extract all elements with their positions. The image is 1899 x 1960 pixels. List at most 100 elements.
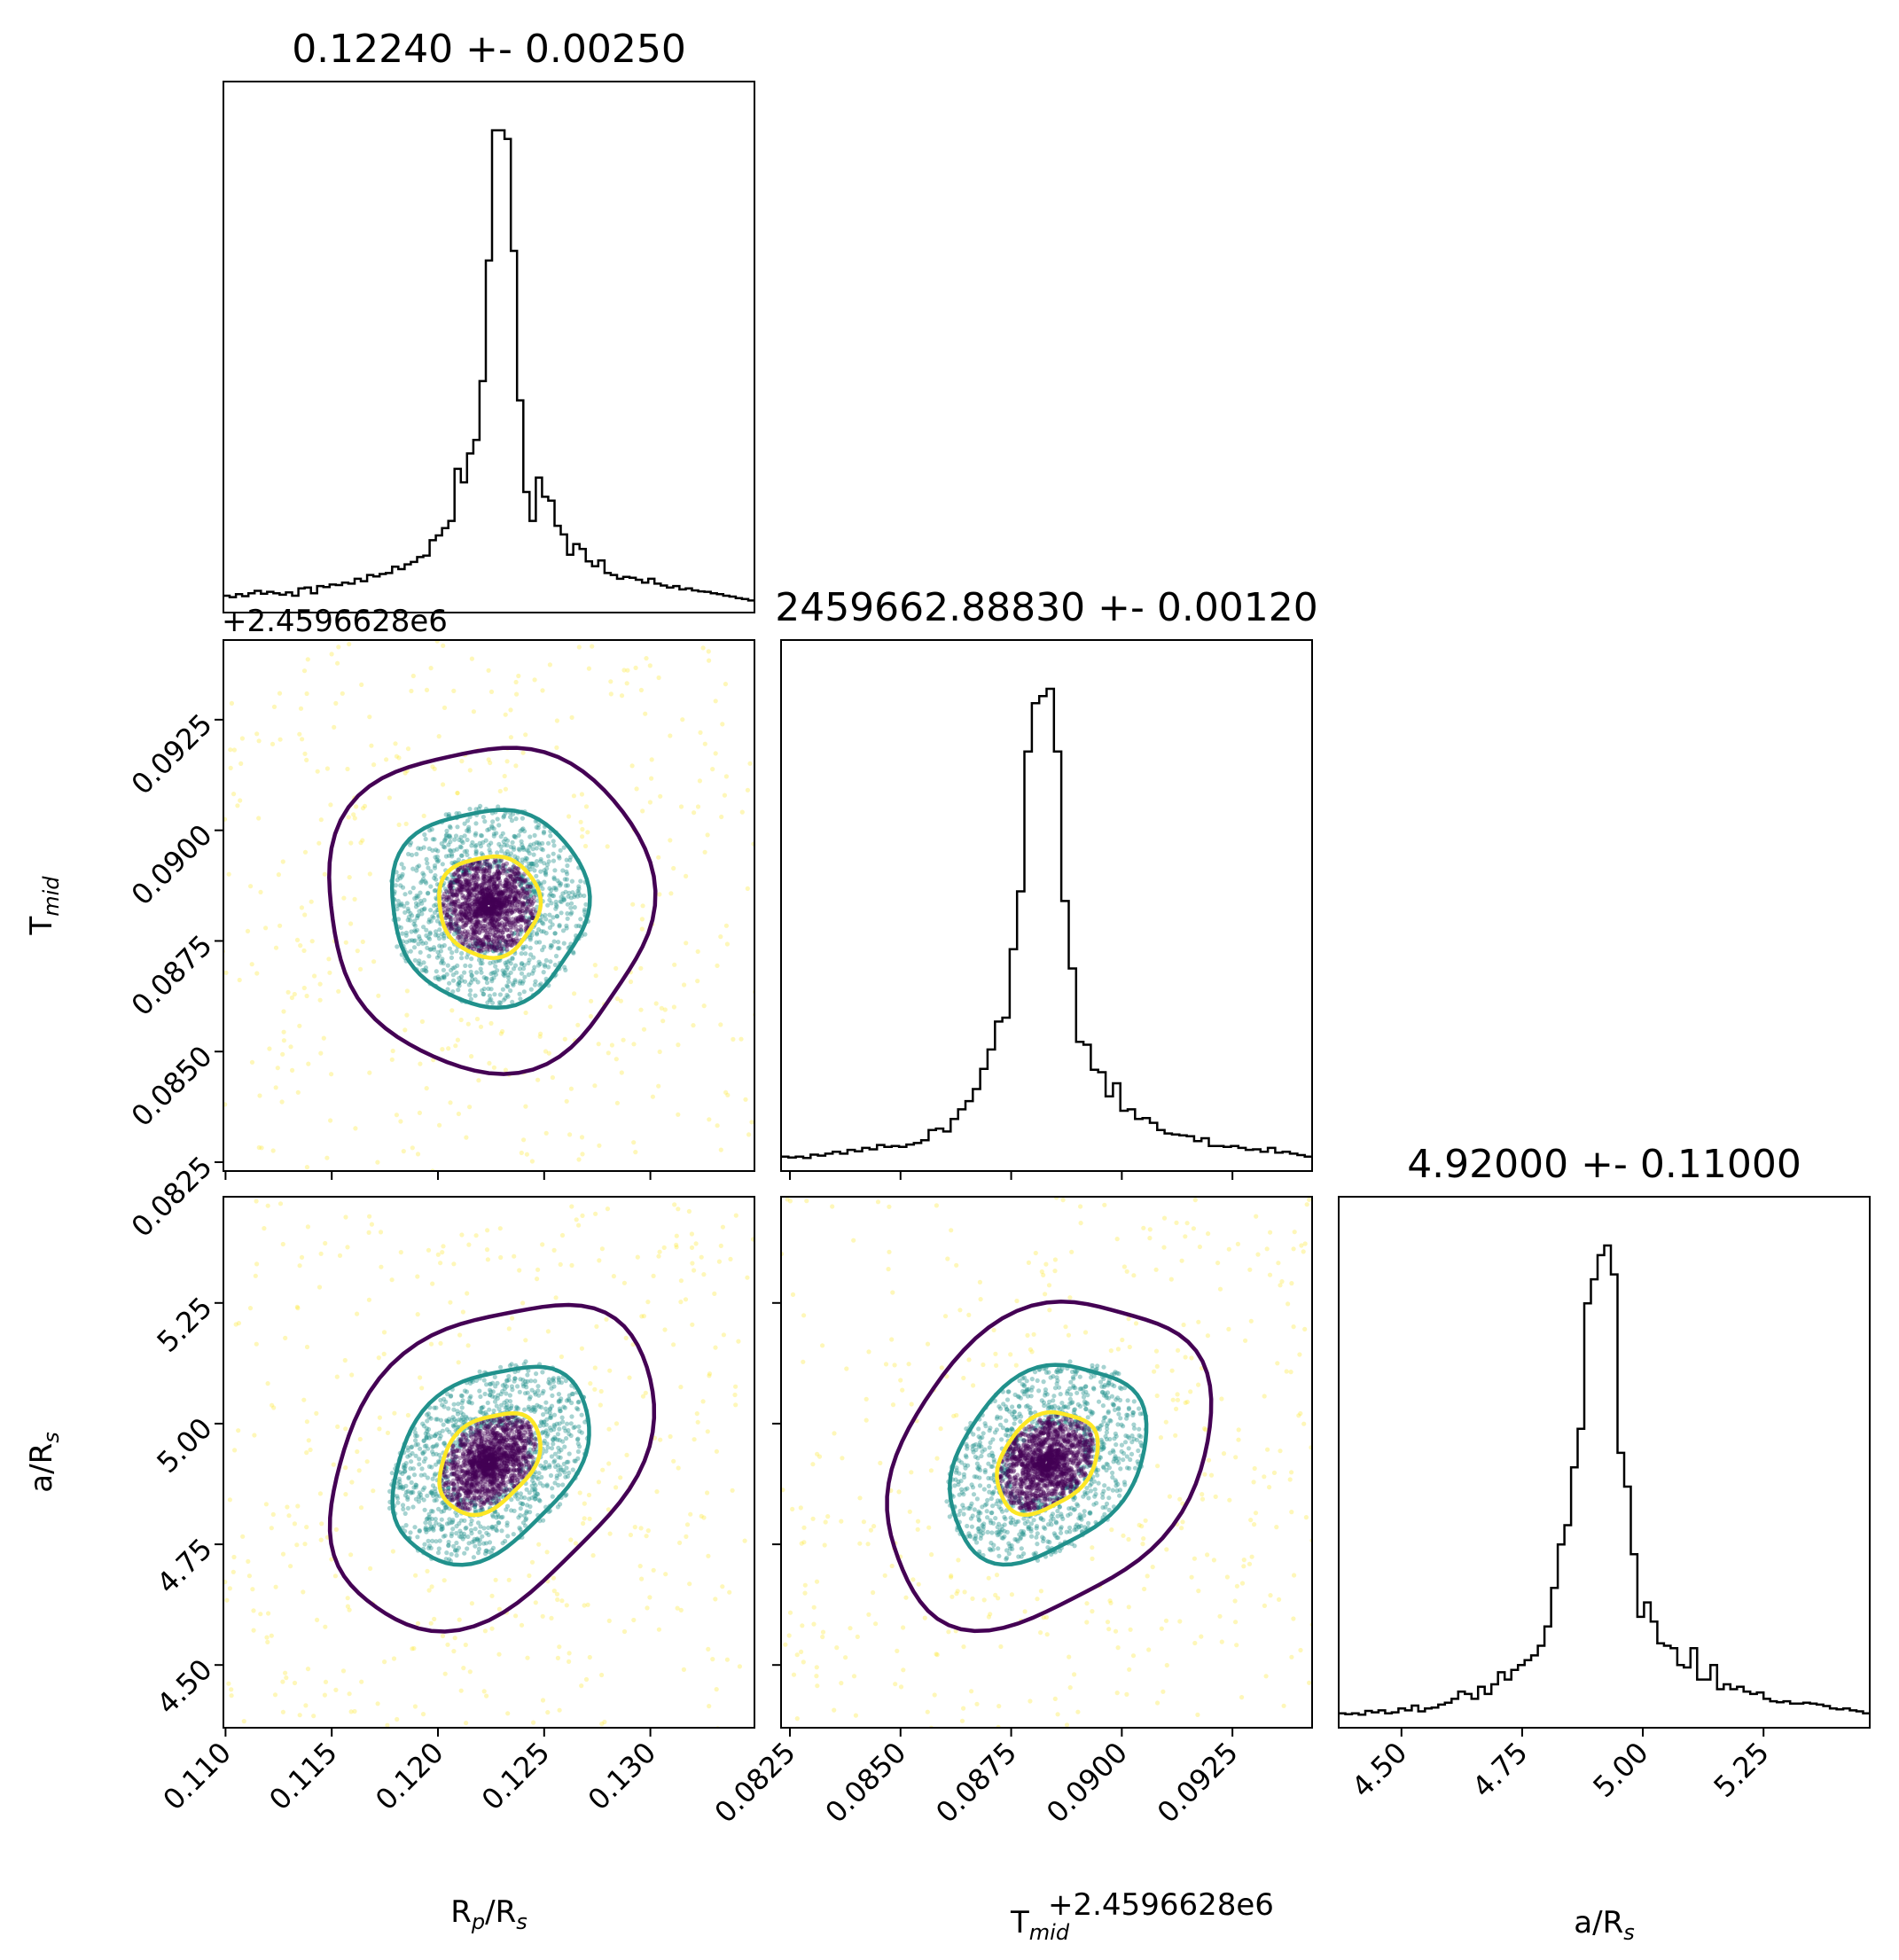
- scatter-point: [248, 1903, 253, 1908]
- scatter-point: [481, 866, 487, 872]
- scatter-point: [229, 1191, 233, 1195]
- scatter-point: [492, 894, 497, 900]
- scatter-point: [453, 902, 458, 909]
- scatter-point: [333, 1687, 339, 1692]
- scatter-point: [791, 1390, 795, 1394]
- scatter-point: [487, 901, 492, 906]
- scatter-point: [718, 1022, 723, 1027]
- scatter-point: [442, 886, 448, 892]
- scatter-point: [506, 1577, 512, 1582]
- scatter-point: [333, 1527, 339, 1532]
- scatter-point: [523, 1094, 528, 1098]
- scatter-point: [495, 899, 500, 905]
- scatter-point: [485, 865, 490, 871]
- scatter-point: [650, 980, 654, 985]
- scatter-point: [441, 844, 446, 849]
- scatter-point: [483, 838, 488, 843]
- scatter-point: [449, 955, 454, 960]
- scatter-point: [486, 908, 491, 913]
- scatter-point: [332, 1080, 337, 1084]
- scatter-point: [504, 910, 510, 916]
- scatter-point: [449, 1551, 454, 1557]
- scatter-point: [459, 918, 465, 923]
- scatter-point: [464, 869, 469, 874]
- scatter-point: [510, 931, 515, 936]
- scatter-point: [442, 902, 448, 909]
- scatter-point: [349, 1480, 355, 1485]
- scatter-point: [923, 1076, 927, 1081]
- scatter-point: [604, 1316, 609, 1322]
- scatter-point: [440, 1250, 445, 1255]
- scatter-point: [519, 878, 524, 884]
- scatter-point: [509, 818, 515, 824]
- scatter-point: [469, 972, 474, 978]
- scatter-point: [481, 894, 486, 900]
- scatter-point: [367, 715, 372, 720]
- scatter-point: [482, 904, 488, 910]
- scatter-point: [447, 847, 453, 853]
- scatter-point: [472, 892, 477, 898]
- scatter-point: [463, 912, 468, 918]
- scatter-point: [649, 757, 654, 762]
- scatter-point: [465, 914, 470, 919]
- scatter-point: [714, 1449, 720, 1454]
- scatter-point: [565, 883, 571, 888]
- scatter-point: [531, 907, 536, 912]
- scatter-point: [465, 1546, 470, 1551]
- scatter-point: [477, 904, 482, 910]
- scatter-point: [541, 929, 546, 934]
- scatter-point: [474, 934, 480, 941]
- scatter-point: [486, 986, 491, 991]
- scatter-point: [522, 910, 528, 915]
- scatter-point: [136, 1292, 140, 1296]
- scatter-point: [441, 901, 446, 906]
- scatter-point: [481, 986, 487, 992]
- scatter-point: [543, 912, 548, 918]
- scatter-point: [144, 496, 148, 501]
- scatter-point: [823, 1241, 827, 1245]
- scatter-point: [526, 899, 531, 904]
- scatter-point: [534, 859, 540, 864]
- scatter-point: [565, 1417, 569, 1421]
- scatter-point: [347, 1691, 352, 1697]
- scatter-point: [507, 923, 512, 928]
- scatter-point: [528, 1394, 533, 1400]
- scatter-point: [656, 1083, 661, 1089]
- scatter-point: [409, 1459, 414, 1464]
- scatter-point: [488, 910, 494, 915]
- scatter-point: [299, 905, 304, 910]
- scatter-point: [555, 1432, 561, 1437]
- scatter-point: [497, 901, 503, 906]
- scatter-point: [356, 1468, 362, 1473]
- scatter-point: [158, 1251, 162, 1255]
- scatter-point: [112, 1283, 116, 1287]
- scatter-point: [484, 912, 489, 918]
- scatter-point: [543, 917, 549, 922]
- scatter-point: [518, 873, 524, 878]
- scatter-point: [404, 1900, 409, 1904]
- scatter-point: [546, 859, 551, 864]
- scatter-point: [538, 883, 543, 888]
- scatter-point: [475, 913, 481, 918]
- scatter-point: [801, 1628, 805, 1633]
- scatter-point: [512, 980, 518, 985]
- scatter-point: [718, 934, 723, 940]
- scatter-point: [451, 910, 457, 916]
- scatter-point: [546, 964, 551, 970]
- scatter-point: [640, 1394, 646, 1399]
- scatter-point: [496, 892, 502, 897]
- scatter-point: [487, 934, 492, 940]
- scatter-point: [541, 921, 546, 926]
- scatter-point: [443, 835, 449, 841]
- scatter-point: [454, 878, 459, 883]
- scatter-point: [454, 893, 459, 898]
- scatter-point: [337, 1253, 343, 1258]
- scatter-point: [118, 1892, 122, 1896]
- scatter-point: [527, 919, 532, 925]
- scatter-point: [657, 942, 661, 947]
- scatter-point: [198, 1089, 202, 1093]
- scatter-point: [61, 1660, 66, 1665]
- scatter-point: [606, 1426, 612, 1432]
- scatter-point: [500, 1028, 505, 1035]
- scatter-point: [474, 894, 480, 899]
